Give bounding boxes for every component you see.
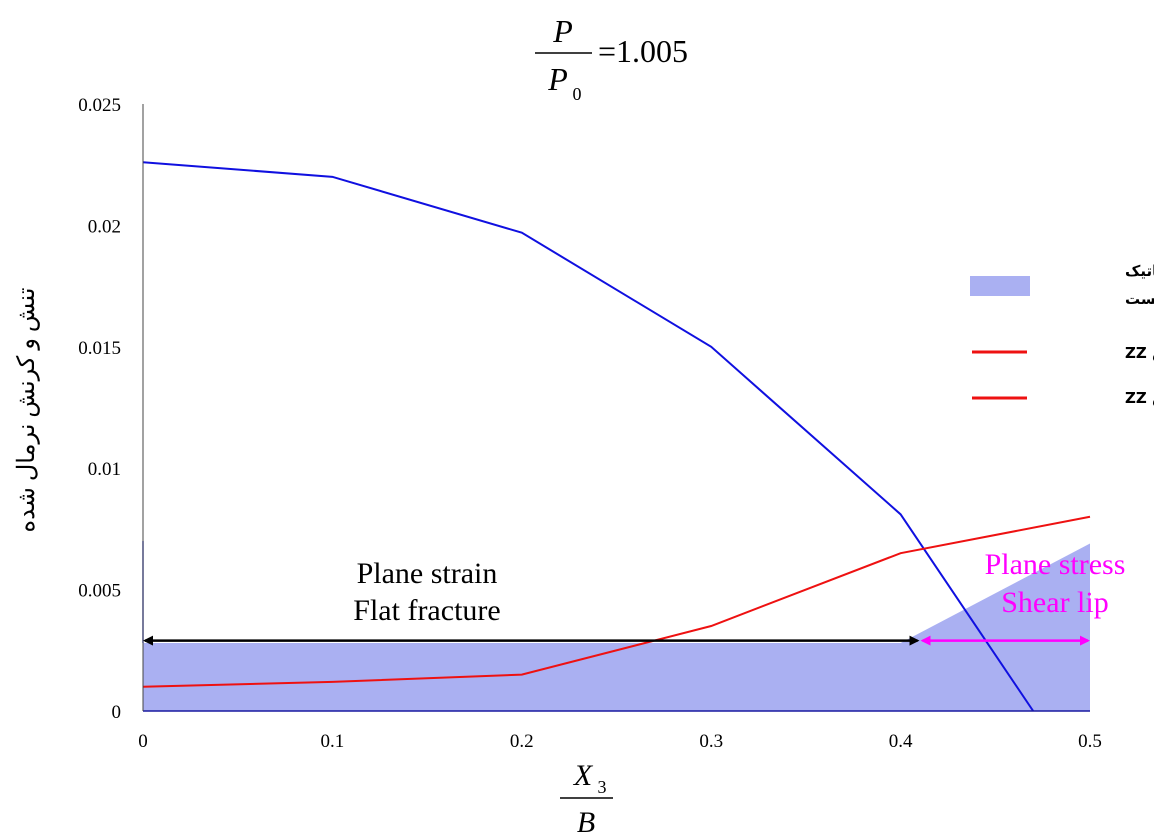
legend: شکل شماتیک صفحه شکست کرنش ZZ تنش ZZ [970, 262, 1154, 407]
y-tick-labels: 0 0.005 0.01 0.015 0.02 0.025 [78, 95, 121, 723]
legend-label-fracture-2: صفحه شکست [1125, 290, 1154, 308]
x-tick-label: 0.4 [889, 731, 913, 752]
y-tick-label: 0.02 [88, 216, 121, 237]
shear-lip-label: Shear lip [1001, 586, 1108, 619]
x-label-numerator: X [573, 759, 594, 792]
y-tick-label: 0.01 [88, 459, 121, 480]
strain-line [142, 515, 1091, 688]
stress-line [142, 161, 1035, 712]
x-tick-label: 0.1 [321, 731, 345, 752]
x-tick-label: 0 [138, 731, 148, 752]
title-value: =1.005 [598, 33, 688, 69]
title-numerator: P [552, 13, 573, 49]
x-label-subscript: 3 [598, 777, 607, 797]
title-denominator: P [547, 61, 568, 97]
legend-label-strain: کرنش ZZ [1125, 344, 1154, 362]
fracture-shape-area [143, 543, 1090, 711]
title-denominator-subscript: 0 [573, 84, 582, 104]
x-tick-labels: 0 0.1 0.2 0.3 0.4 0.5 [138, 731, 1102, 752]
x-tick-label: 0.5 [1078, 731, 1102, 752]
legend-label-fracture-1: شکل شماتیک [1125, 262, 1154, 280]
x-axis-label: X 3 B [560, 759, 613, 836]
legend-label-stress: تنش ZZ [1125, 389, 1154, 407]
chart-title: P P 0 =1.005 [535, 13, 688, 104]
y-tick-label: 0.005 [78, 581, 121, 602]
x-tick-label: 0.2 [510, 731, 534, 752]
y-tick-label: 0 [112, 702, 122, 723]
flat-fracture-label: Flat fracture [353, 594, 500, 627]
x-label-denominator: B [577, 806, 595, 836]
x-tick-label: 0.3 [699, 731, 723, 752]
y-tick-label: 0.025 [78, 95, 121, 116]
plane-stress-label: Plane stress [985, 548, 1126, 581]
plane-strain-label: Plane strain [357, 557, 498, 590]
y-tick-label: 0.015 [78, 338, 121, 359]
legend-swatch-fracture [970, 276, 1030, 296]
y-axis-label: تنش و کرنش نرمال شده [14, 288, 40, 533]
